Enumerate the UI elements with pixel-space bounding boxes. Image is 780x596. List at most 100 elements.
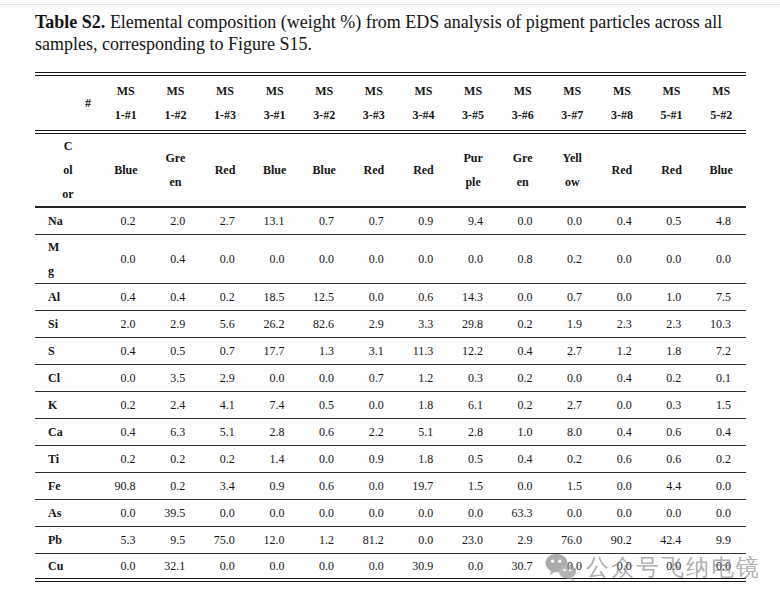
value-cell: 0.0 <box>299 234 349 283</box>
table-head: #MS 1-#1MS 1-#2MS 1-#3MS 3-#1MS 3-#2MS 3… <box>35 74 746 207</box>
element-row-Ti: Ti0.20.20.21.40.00.91.80.50.40.20.60.60.… <box>35 445 746 472</box>
sample-header-5: MS 3-#3 <box>349 74 399 132</box>
value-cell: 0.0 <box>696 553 746 580</box>
value-cell: 0.0 <box>547 364 597 391</box>
value-cell: 2.7 <box>547 337 597 364</box>
value-cell: 0.0 <box>448 499 498 526</box>
value-cell: 23.0 <box>448 526 498 553</box>
value-cell: 0.2 <box>647 364 697 391</box>
value-cell: 0.0 <box>498 283 548 310</box>
value-cell: 0.4 <box>498 445 548 472</box>
value-cell: 0.5 <box>151 337 201 364</box>
value-cell: 10.3 <box>696 310 746 337</box>
value-cell: 0.0 <box>250 364 300 391</box>
value-cell: 26.2 <box>250 310 300 337</box>
element-row-Pb: Pb5.39.575.012.01.281.20.023.02.976.090.… <box>35 526 746 553</box>
value-cell: 0.0 <box>696 472 746 499</box>
value-cell: 0.0 <box>498 472 548 499</box>
value-cell: 0.0 <box>349 553 399 580</box>
sample-header-6: MS 3-#4 <box>399 74 449 132</box>
value-cell: 0.9 <box>250 472 300 499</box>
value-cell: 0.5 <box>299 391 349 418</box>
value-cell: 0.3 <box>448 364 498 391</box>
pigment-color-6: Red <box>399 132 449 207</box>
value-cell: 2.8 <box>448 418 498 445</box>
value-cell: 2.9 <box>151 310 201 337</box>
element-row-Ca: Ca0.46.35.12.80.62.25.12.81.08.00.40.60.… <box>35 418 746 445</box>
value-cell: 0.7 <box>349 207 399 234</box>
element-symbol: Si <box>35 310 101 337</box>
element-row-Fe: Fe90.80.23.40.90.60.019.71.50.01.50.04.4… <box>35 472 746 499</box>
value-cell: 90.2 <box>597 526 647 553</box>
element-symbol: K <box>35 391 101 418</box>
value-cell: 4.1 <box>200 391 250 418</box>
value-cell: 3.3 <box>399 310 449 337</box>
value-cell: 2.7 <box>547 391 597 418</box>
value-cell: 2.9 <box>498 526 548 553</box>
value-cell: 1.0 <box>498 418 548 445</box>
value-cell: 0.4 <box>101 283 151 310</box>
value-cell: 0.0 <box>349 499 399 526</box>
pigment-color-9: Yell ow <box>547 132 597 207</box>
pigment-color-12: Blue <box>696 132 746 207</box>
value-cell: 39.5 <box>151 499 201 526</box>
value-cell: 0.2 <box>200 283 250 310</box>
value-cell: 0.2 <box>547 445 597 472</box>
value-cell: 18.5 <box>250 283 300 310</box>
value-cell: 0.0 <box>101 364 151 391</box>
color-header-row: C ol orBlueGre enRedBlueBlueRedRedPur pl… <box>35 132 746 207</box>
value-cell: 30.9 <box>399 553 449 580</box>
value-cell: 0.6 <box>597 445 647 472</box>
pigment-color-7: Pur ple <box>448 132 498 207</box>
value-cell: 2.9 <box>200 364 250 391</box>
value-cell: 0.4 <box>597 418 647 445</box>
value-cell: 3.4 <box>200 472 250 499</box>
value-cell: 0.6 <box>647 418 697 445</box>
value-cell: 12.2 <box>448 337 498 364</box>
value-cell: 1.8 <box>647 337 697 364</box>
element-symbol: As <box>35 499 101 526</box>
element-row-S: S0.40.50.717.71.33.111.312.20.42.71.21.8… <box>35 337 746 364</box>
value-cell: 0.4 <box>101 418 151 445</box>
value-cell: 1.2 <box>299 526 349 553</box>
value-cell: 0.0 <box>597 472 647 499</box>
value-cell: 0.0 <box>696 234 746 283</box>
value-cell: 0.0 <box>399 499 449 526</box>
value-cell: 0.0 <box>200 553 250 580</box>
element-row-As: As0.039.50.00.00.00.00.00.063.30.00.00.0… <box>35 499 746 526</box>
sample-header-row: #MS 1-#1MS 1-#2MS 1-#3MS 3-#1MS 3-#2MS 3… <box>35 74 746 132</box>
value-cell: 2.3 <box>597 310 647 337</box>
value-cell: 4.8 <box>696 207 746 234</box>
value-cell: 1.5 <box>696 391 746 418</box>
value-cell: 0.0 <box>696 499 746 526</box>
value-cell: 6.1 <box>448 391 498 418</box>
value-cell: 0.0 <box>349 391 399 418</box>
value-cell: 0.0 <box>349 234 399 283</box>
value-cell: 0.4 <box>498 337 548 364</box>
value-cell: 1.9 <box>547 310 597 337</box>
sample-header-10: MS 3-#8 <box>597 74 647 132</box>
value-cell: 0.7 <box>349 364 399 391</box>
value-cell: 2.4 <box>151 391 201 418</box>
value-cell: 0.0 <box>597 499 647 526</box>
value-cell: 1.8 <box>399 445 449 472</box>
value-cell: 0.0 <box>299 364 349 391</box>
value-cell: 0.0 <box>448 553 498 580</box>
value-cell: 1.2 <box>597 337 647 364</box>
value-cell: 0.7 <box>547 283 597 310</box>
value-cell: 0.6 <box>299 418 349 445</box>
element-row-Al: Al0.40.40.218.512.50.00.614.30.00.70.01.… <box>35 283 746 310</box>
table-caption-label: Table S2. <box>35 12 105 32</box>
element-symbol: Al <box>35 283 101 310</box>
value-cell: 76.0 <box>547 526 597 553</box>
element-symbol: Ti <box>35 445 101 472</box>
value-cell: 0.5 <box>448 445 498 472</box>
value-cell: 0.7 <box>299 207 349 234</box>
value-cell: 8.0 <box>547 418 597 445</box>
value-cell: 0.0 <box>498 207 548 234</box>
element-symbol: Fe <box>35 472 101 499</box>
value-cell: 75.0 <box>200 526 250 553</box>
value-cell: 0.9 <box>349 445 399 472</box>
value-cell: 0.0 <box>647 234 697 283</box>
value-cell: 0.0 <box>250 499 300 526</box>
